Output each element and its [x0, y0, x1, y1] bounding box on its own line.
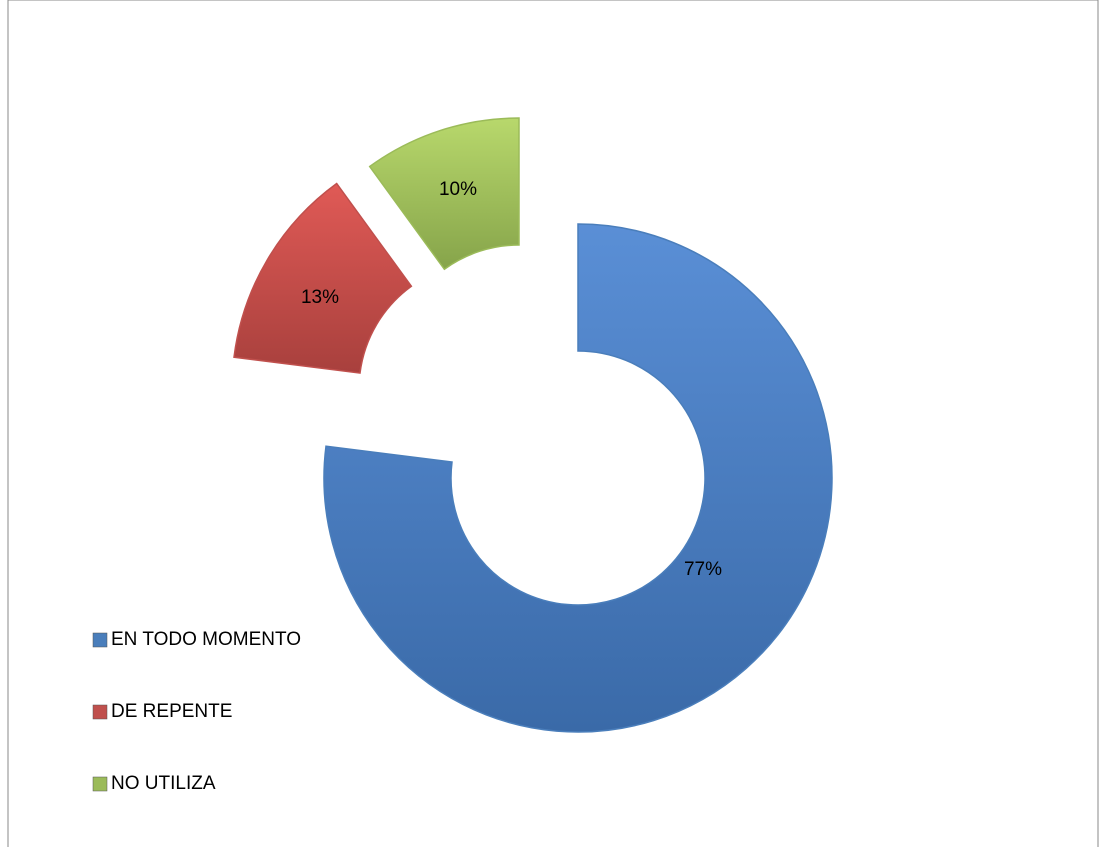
data-label: 10%: [439, 179, 477, 200]
legend-label: DE REPENTE: [111, 701, 232, 722]
legend-swatch: [92, 776, 108, 792]
data-label: 77%: [684, 559, 722, 580]
legend-label: NO UTILIZA: [111, 773, 216, 794]
data-label: 13%: [301, 287, 339, 308]
donut-slice: [233, 182, 413, 374]
donut-slice: [368, 117, 520, 271]
legend-swatch: [92, 632, 108, 648]
donut-slice: [323, 223, 833, 733]
legend-swatch: [92, 704, 108, 720]
legend-label: EN TODO MOMENTO: [111, 629, 301, 650]
chart-border: [7, 0, 1099, 847]
